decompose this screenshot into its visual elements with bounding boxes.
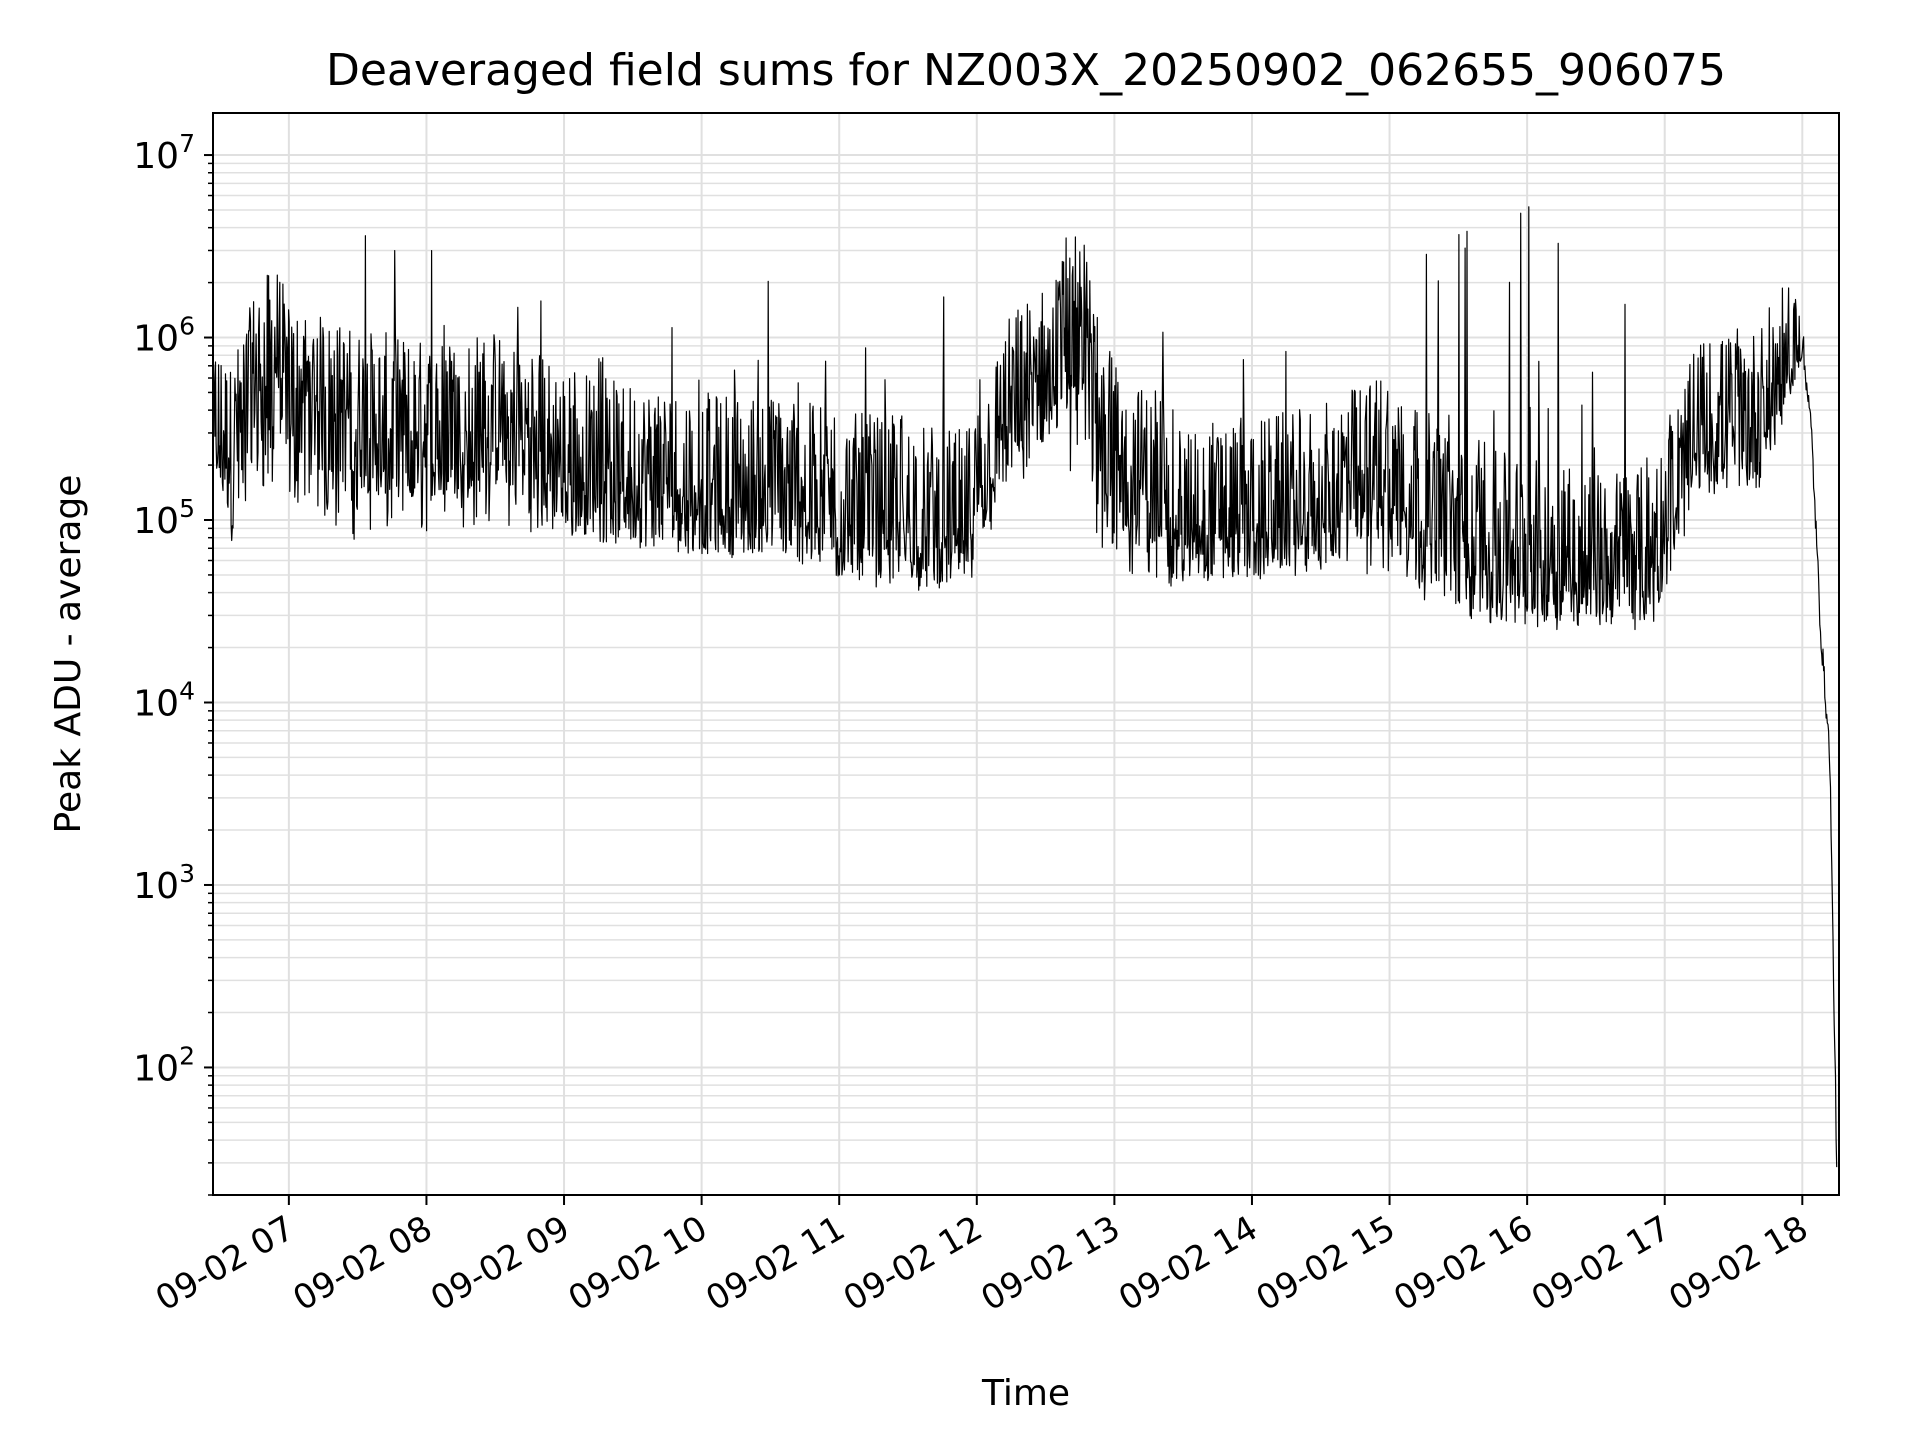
y-tick-label: 102 bbox=[133, 1041, 195, 1089]
y-tick-label: 105 bbox=[133, 494, 195, 542]
y-axis-label: Peak ADU - average bbox=[48, 475, 89, 834]
series-layer bbox=[212, 206, 1838, 1168]
y-tick-label: 104 bbox=[133, 676, 195, 724]
chart-title: Deaveraged field sums for NZ003X_2025090… bbox=[326, 45, 1726, 96]
plot-frame bbox=[212, 112, 1840, 1196]
series-line bbox=[212, 206, 1838, 1168]
y-tick-label: 106 bbox=[133, 312, 195, 360]
x-axis-label: Time bbox=[981, 1373, 1070, 1414]
y-tick-label: 103 bbox=[133, 859, 195, 907]
y-tick-label: 107 bbox=[133, 129, 195, 177]
